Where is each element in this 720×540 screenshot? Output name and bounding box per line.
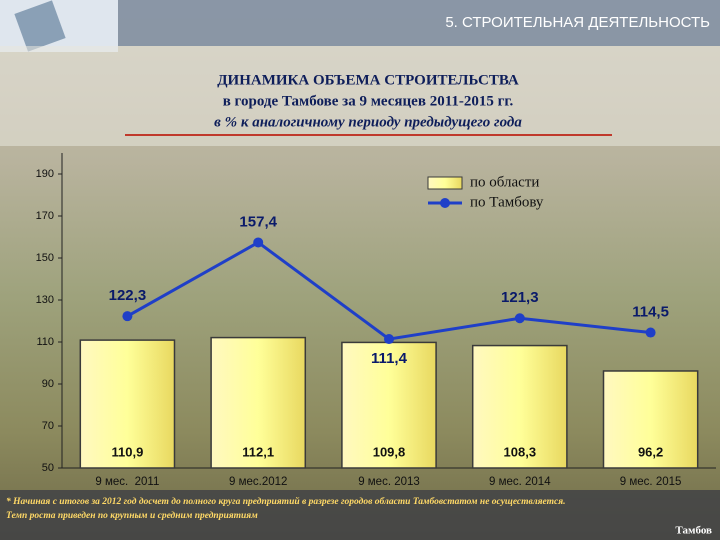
header: 5. СТРОИТЕЛЬНАЯ ДЕЯТЕЛЬНОСТЬ	[445, 14, 710, 31]
line-value-label: 122,3	[109, 287, 147, 304]
bar	[471, 344, 568, 469]
line-point	[645, 327, 656, 338]
line	[126, 240, 651, 341]
line-value-label: 111,4	[371, 350, 408, 367]
bar-value-label: 96,2	[638, 444, 663, 459]
legend-label: по области	[470, 174, 539, 190]
bar	[341, 341, 437, 469]
x-tick-label: 9 мес. 2015	[620, 476, 682, 488]
header-band	[118, 0, 720, 46]
city: Тамбов	[675, 525, 712, 537]
footer-band	[0, 490, 720, 540]
bar-value-label: 109,8	[373, 444, 406, 459]
line-point	[384, 334, 394, 345]
legend-marker	[440, 198, 450, 208]
bar	[602, 370, 699, 469]
title-backdrop	[0, 46, 720, 146]
x-tick-label: 9 мес. 2014	[489, 476, 551, 488]
line-value-label: 157,4	[239, 213, 277, 230]
y-tick-label: 190	[36, 168, 54, 180]
x-tick-label: 9 мес. 2011	[95, 476, 159, 488]
line-point	[514, 313, 525, 324]
x-tick-label: 9 мес.2012	[229, 476, 287, 488]
footnote: Темп роста приведен по крупным и средним…	[6, 510, 258, 521]
bar	[210, 336, 307, 469]
y-tick-label: 70	[42, 420, 54, 432]
x-tick-label: 9 мес. 2013	[358, 476, 420, 488]
bar-value-label: 110,9	[111, 444, 143, 459]
y-tick-label: 130	[36, 294, 54, 306]
line-point	[253, 237, 264, 248]
y-tick-label: 90	[42, 378, 54, 390]
bar	[79, 339, 176, 469]
legend-swatch	[427, 176, 463, 190]
y-tick-label: 150	[36, 252, 54, 264]
bar-value-label: 108,3	[504, 444, 537, 459]
y-tick-label: 170	[36, 210, 54, 222]
chart-subtitle: в городе Тамбове за 9 месяцев 2011-2015 …	[223, 93, 514, 109]
line-value-label: 121,3	[501, 289, 539, 306]
footnote: * Начиная с итогов за 2012 год досчет до…	[6, 496, 566, 507]
chart-note: в % к аналогичному периоду предыдущего г…	[214, 114, 522, 130]
y-tick-label: 110	[36, 336, 54, 348]
y-tick-label: 50	[42, 462, 54, 474]
line-value-label: 114,5	[632, 304, 669, 321]
calculator-icon	[14, 0, 66, 52]
legend-label: по Тамбову	[470, 194, 544, 210]
line-point	[122, 311, 133, 322]
bar-value-label: 112,1	[242, 444, 274, 459]
chart-title: ДИНАМИКА ОБЪЕМА СТРОИТЕЛЬСТВА	[217, 72, 519, 88]
